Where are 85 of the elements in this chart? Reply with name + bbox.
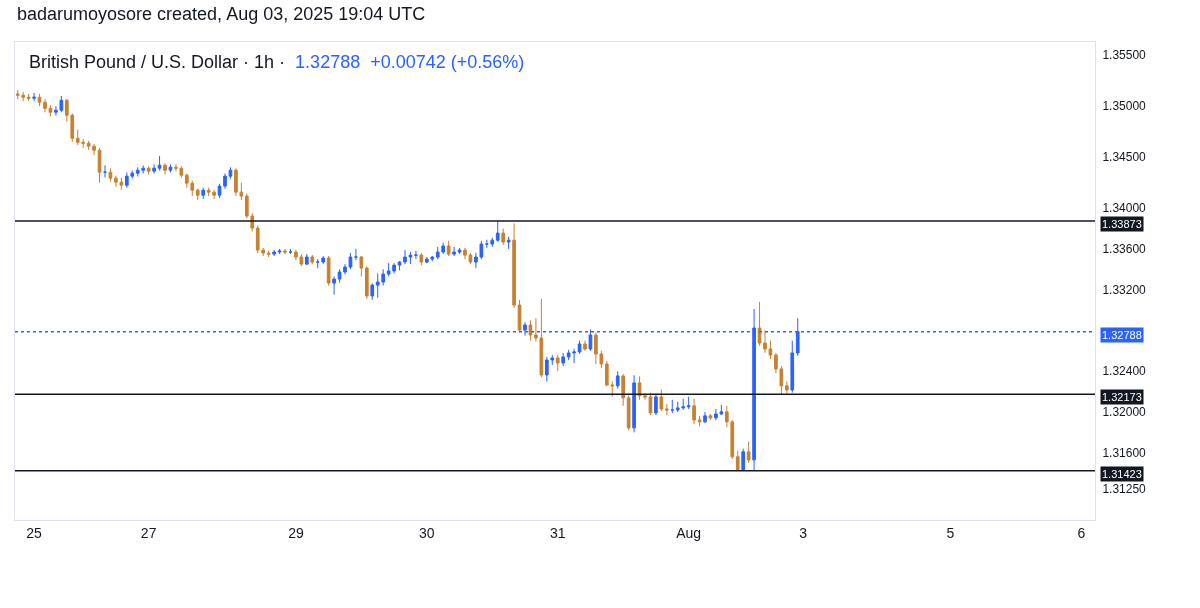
x-tick-label: 30 <box>419 524 435 541</box>
candlestick <box>746 441 751 464</box>
candlestick <box>97 147 102 184</box>
candlestick <box>670 399 675 414</box>
candlestick <box>272 249 276 257</box>
x-tick-label: 6 <box>1077 524 1086 541</box>
candlestick <box>283 248 287 255</box>
candlestick <box>577 340 582 355</box>
y-tick-label: 1.33200 <box>1102 282 1147 297</box>
candlestick <box>108 167 113 183</box>
x-tick-label: Aug <box>676 524 702 541</box>
x-tick-label: 31 <box>549 524 566 541</box>
ref-line-label: 1.31423 <box>1102 468 1142 480</box>
candlestick <box>528 319 533 342</box>
x-tick-label: 5 <box>946 524 955 541</box>
candlestick <box>452 246 456 257</box>
candlestick <box>32 92 36 102</box>
y-tick-label: 1.34500 <box>1102 150 1147 165</box>
y-tick-label: 1.31600 <box>1102 445 1147 460</box>
y-tick-label: 1.35000 <box>1102 99 1147 114</box>
candlestick <box>310 254 315 265</box>
x-tick-label: 3 <box>799 524 808 541</box>
y-tick-label: 1.33600 <box>1102 242 1147 257</box>
x-tick-label: 29 <box>288 524 304 541</box>
candlestick <box>686 396 691 410</box>
text: British Pound / U.S. Dollar · 1h · <box>29 52 286 73</box>
candlestick <box>359 255 364 277</box>
candlestick <box>446 240 451 257</box>
candlestick <box>277 248 282 255</box>
candlestick <box>195 188 200 201</box>
candlestick <box>561 352 566 367</box>
candlestick <box>506 236 511 250</box>
candlestick <box>703 411 707 424</box>
candlestick <box>517 299 522 333</box>
candlestick <box>632 374 636 433</box>
y-tick-label: 1.31250 <box>1102 481 1147 496</box>
candlestick <box>414 250 418 260</box>
candlestick <box>741 448 746 472</box>
y-tick-label: 1.34000 <box>1102 201 1147 216</box>
candlestick <box>103 164 107 179</box>
ref-line-label: 1.32788 <box>1102 329 1142 341</box>
x-tick-label: 25 <box>26 524 43 541</box>
candlestick <box>168 163 173 173</box>
candlestick <box>332 275 336 296</box>
candlestick <box>495 220 500 243</box>
y-tick-label: 1.32400 <box>1102 364 1147 379</box>
candlestick <box>784 380 789 395</box>
candlestick <box>419 252 424 266</box>
candlestick <box>697 415 702 427</box>
candlestick <box>163 162 167 175</box>
candlestick <box>354 248 358 261</box>
ref-line-label: 1.32173 <box>1102 391 1142 403</box>
ref-line-label: 1.33873 <box>1102 218 1142 230</box>
candlestick <box>146 165 151 175</box>
candlestick <box>664 403 669 416</box>
candlestick <box>512 222 516 309</box>
candlestick <box>654 393 658 416</box>
candlestick <box>152 163 156 174</box>
y-tick-label: 1.35500 <box>1102 48 1147 63</box>
candlestick <box>708 413 713 421</box>
candlestick <box>501 228 506 246</box>
candlestick <box>626 395 631 431</box>
candlestick <box>321 255 326 265</box>
candlestick <box>201 187 206 200</box>
y-tick-label: 1.32000 <box>1102 405 1147 420</box>
candlestick <box>26 93 31 102</box>
candlestick <box>364 265 369 300</box>
text: badarumoyosore created, Aug 03, 2025 19:04 UTC <box>17 4 426 24</box>
text: 1.32788 +0.00742 (+0.56%) <box>295 52 525 73</box>
candlestick <box>157 155 162 171</box>
candlestick <box>735 450 740 472</box>
candlestick <box>370 283 375 301</box>
candlestick <box>304 253 309 266</box>
candlestick <box>266 250 271 258</box>
candlestick <box>621 373 626 407</box>
x-tick-label: 27 <box>140 524 157 541</box>
candlestick <box>555 354 560 372</box>
candlestick <box>583 340 587 352</box>
candlestick <box>490 237 495 248</box>
candlestick <box>659 389 664 412</box>
candlestick <box>615 370 620 390</box>
candlestick <box>457 247 462 255</box>
candlestick <box>790 340 795 394</box>
candlestick <box>692 398 696 425</box>
candlestick <box>326 255 331 287</box>
